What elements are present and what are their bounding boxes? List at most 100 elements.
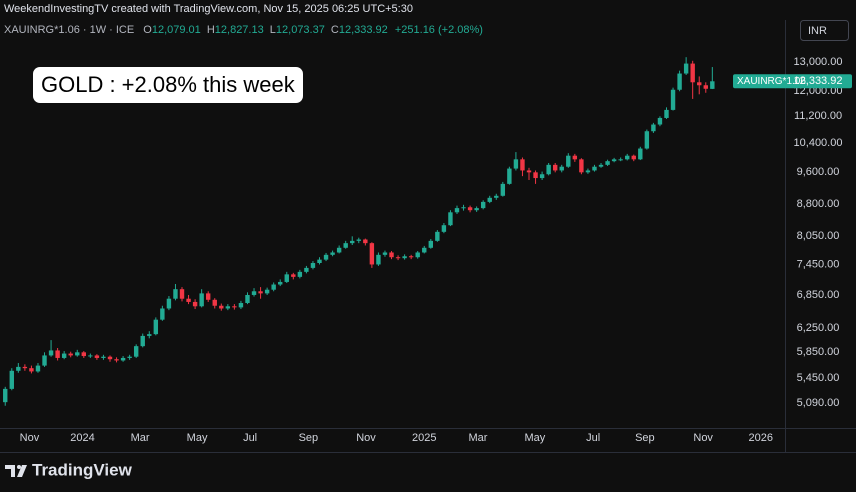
symbol-line: XAUINRG*1.06 · 1W · ICE O12,079.01 H12,8… bbox=[4, 24, 483, 36]
candle-body bbox=[500, 183, 506, 196]
x-tick-label: 2026 bbox=[749, 432, 773, 444]
candle-body bbox=[579, 159, 584, 173]
candle-body bbox=[94, 355, 100, 358]
x-tick-label: 2025 bbox=[412, 432, 436, 444]
candle-body bbox=[343, 243, 348, 248]
candle-body bbox=[264, 289, 270, 294]
y-tick-label: 6,250.00 bbox=[797, 322, 840, 334]
candle-body bbox=[559, 166, 564, 171]
candle-body bbox=[605, 161, 610, 165]
candle-body bbox=[435, 231, 440, 241]
ohlc-value: 12,333.92 bbox=[339, 24, 388, 36]
ohlc-key: O bbox=[143, 24, 152, 36]
logo-mark bbox=[5, 465, 15, 477]
candle-body bbox=[291, 274, 296, 277]
currency-box[interactable] bbox=[800, 20, 849, 41]
candle-body bbox=[415, 252, 420, 258]
annotation: GOLD : +2.08% this week bbox=[41, 72, 296, 97]
candle-body bbox=[68, 353, 73, 356]
candle-body bbox=[140, 335, 145, 347]
candle-body bbox=[284, 274, 289, 282]
change-label: +251.16 (+2.08%) bbox=[395, 24, 483, 36]
candle-body bbox=[441, 225, 447, 232]
candle-body bbox=[539, 174, 545, 179]
candle-body bbox=[363, 239, 368, 244]
candle-body bbox=[611, 159, 617, 162]
candle-body bbox=[205, 293, 211, 300]
logo-mark bbox=[17, 465, 27, 477]
x-tick-label: Mar bbox=[468, 432, 487, 444]
candle-body bbox=[120, 357, 126, 361]
x-tick-label: Nov bbox=[356, 432, 376, 444]
y-tick-label: 8,800.00 bbox=[797, 198, 840, 210]
candle-body bbox=[683, 63, 689, 74]
candle-body bbox=[179, 289, 185, 299]
ohlc-value: 12,827.13 bbox=[215, 24, 264, 36]
candle-body bbox=[3, 388, 8, 403]
y-tick-label: 7,450.00 bbox=[797, 258, 840, 270]
candle-body bbox=[638, 148, 643, 160]
candle-body bbox=[402, 256, 407, 259]
candle-body bbox=[546, 164, 551, 175]
candle-body bbox=[310, 263, 316, 268]
candle-body bbox=[88, 355, 93, 357]
x-tick-label: Mar bbox=[131, 432, 150, 444]
candle-body bbox=[625, 155, 630, 160]
y-tick-label: 5,450.00 bbox=[797, 372, 840, 384]
candle-body bbox=[448, 212, 453, 226]
y-tick-label: 8,050.00 bbox=[797, 230, 840, 242]
x-tick-label: May bbox=[187, 432, 208, 444]
candle-body bbox=[232, 306, 237, 308]
symbol: XAUINRG*1.06 · 1W · ICE bbox=[4, 24, 134, 36]
y-tick-label: 11,200.00 bbox=[794, 110, 842, 122]
candle-body bbox=[114, 359, 119, 361]
candle-body bbox=[258, 291, 263, 294]
currency[interactable]: INR bbox=[808, 25, 827, 37]
candle-body bbox=[533, 172, 538, 179]
candle-body bbox=[697, 82, 702, 86]
candle-body bbox=[238, 303, 244, 308]
candle-body bbox=[369, 243, 375, 265]
ohlc-key: C bbox=[331, 24, 339, 36]
candle-body bbox=[461, 207, 466, 209]
candle-body bbox=[75, 352, 80, 356]
candle-body bbox=[61, 353, 67, 358]
candle-body bbox=[9, 370, 14, 389]
y-tick-label: 13,000.00 bbox=[794, 56, 843, 68]
candle-body bbox=[670, 89, 676, 110]
candle-body bbox=[454, 208, 460, 213]
candle-body bbox=[552, 164, 558, 171]
candle-body bbox=[631, 155, 636, 160]
header-text: WeekendInvestingTV created with TradingV… bbox=[4, 3, 413, 15]
candle-body bbox=[323, 254, 329, 260]
ohlc-value: 12,079.01 bbox=[152, 24, 201, 36]
y-tick-label: 6,850.00 bbox=[797, 289, 840, 301]
candle-body bbox=[160, 308, 165, 320]
candle-body bbox=[186, 298, 191, 302]
candle-body bbox=[657, 117, 663, 125]
candle-body bbox=[389, 252, 394, 258]
candle-body bbox=[199, 293, 204, 307]
candle-body bbox=[526, 170, 532, 173]
y-tick-label: 5,090.00 bbox=[797, 397, 840, 409]
brand: TradingView bbox=[32, 460, 133, 479]
candle-body bbox=[520, 159, 525, 171]
candle-body bbox=[35, 365, 41, 372]
ohlc-key: H bbox=[207, 24, 215, 36]
candle-body bbox=[192, 301, 198, 307]
candle-body bbox=[572, 155, 578, 160]
candle-body bbox=[133, 346, 139, 357]
candle-body bbox=[107, 356, 113, 360]
candle-body bbox=[703, 85, 708, 89]
candles bbox=[3, 57, 715, 406]
x-tick-label: Sep bbox=[635, 432, 655, 444]
candle-body bbox=[271, 284, 276, 290]
candle-body bbox=[408, 256, 414, 258]
y-tick-label: 9,600.00 bbox=[797, 166, 840, 178]
candle-body bbox=[651, 124, 656, 132]
candle-body bbox=[356, 239, 361, 241]
candle-body bbox=[153, 319, 159, 335]
candle-body bbox=[147, 334, 152, 336]
candle-body bbox=[336, 247, 342, 253]
candle-body bbox=[212, 299, 217, 306]
